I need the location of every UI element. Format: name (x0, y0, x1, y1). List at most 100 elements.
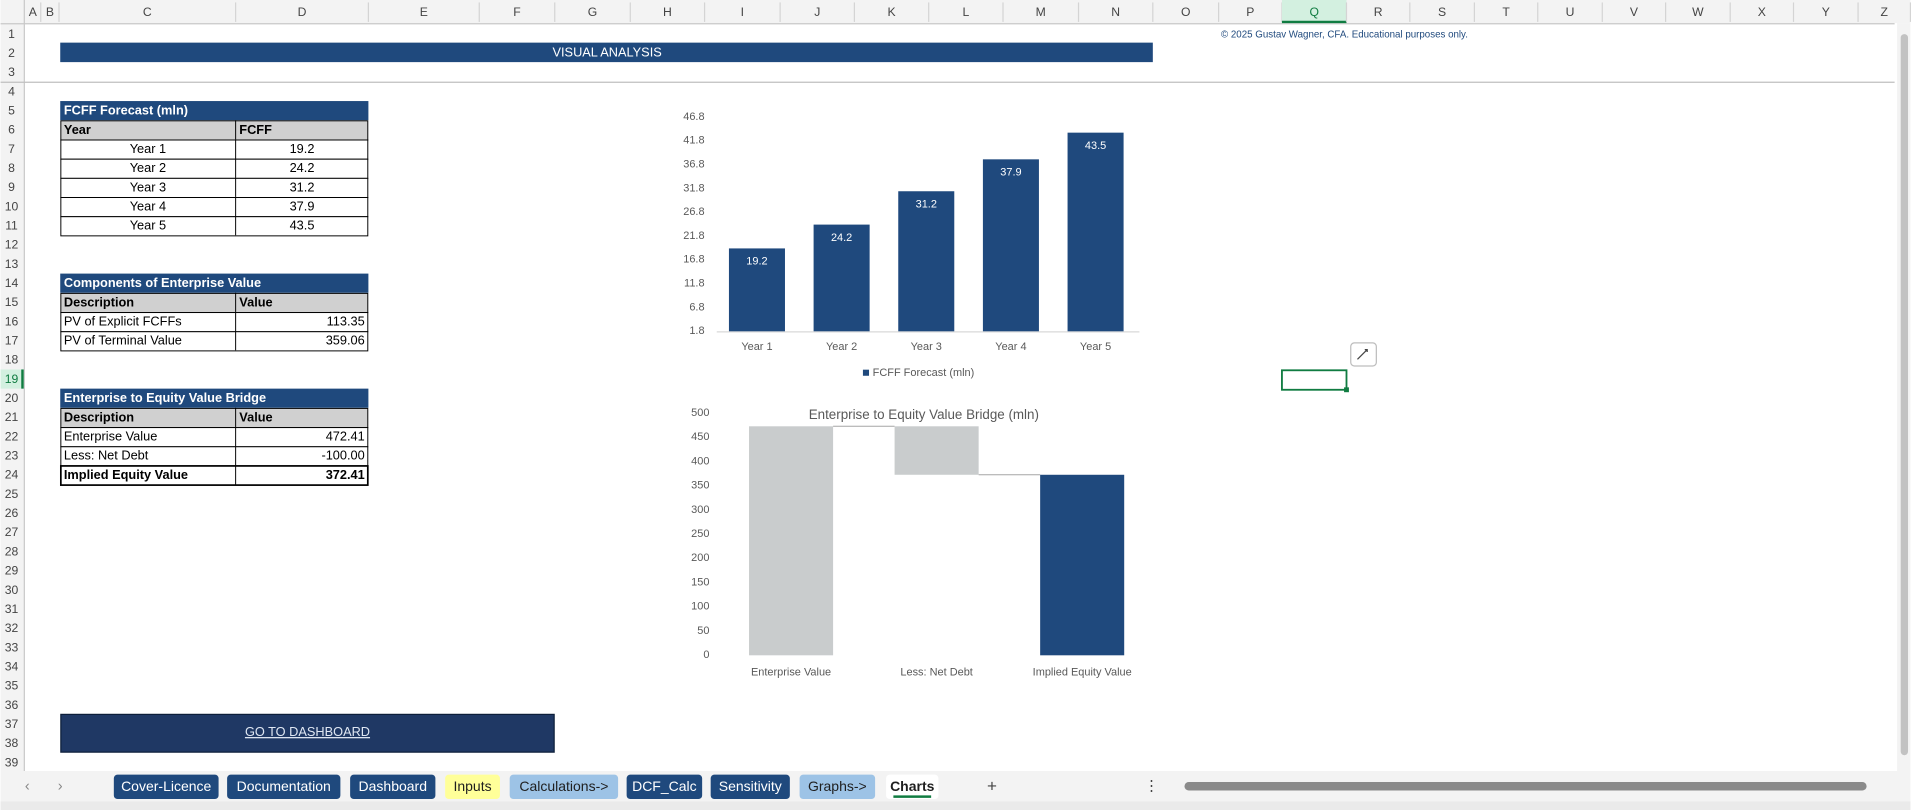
table-row (60, 216, 369, 237)
sheet-tab-label[interactable]: Calculations-> (519, 778, 608, 794)
button-body[interactable] (60, 713, 555, 753)
column-header: H (663, 5, 672, 19)
y-tick-label: 16.8 (683, 254, 704, 266)
row-header: 14 (5, 276, 19, 290)
row-header: 26 (5, 506, 19, 520)
x-tick-label: Year 5 (1080, 341, 1111, 353)
sheet-tab-background[interactable] (113, 774, 219, 800)
button-label[interactable]: GO TO DASHBOARD (245, 724, 370, 739)
more-options[interactable]: ⋮ (1144, 779, 1159, 795)
sheet-tab-background[interactable] (886, 774, 939, 800)
scroll-tabs-right[interactable]: › (58, 779, 63, 795)
sheet-tab-label[interactable]: Dashboard (359, 778, 427, 794)
sheet-tab-background[interactable] (509, 774, 619, 800)
sheet-tab-background[interactable] (445, 774, 500, 800)
sheet-tab-label[interactable]: Documentation (237, 778, 331, 794)
sheet-tab[interactable]: Charts (886, 774, 939, 800)
sheet-tab-label[interactable]: Sensitivity (719, 778, 782, 794)
selected-cell[interactable] (1281, 369, 1348, 391)
chart-title: Enterprise to Equity Value Bridge (mln) (809, 407, 1039, 422)
scroll-tabs-left[interactable]: ‹ (25, 779, 30, 795)
table-title: Components of Enterprise Value (64, 275, 261, 290)
sheet-tab-label[interactable]: Charts (890, 778, 935, 794)
waterfall-bar (1040, 474, 1125, 656)
sheet-tab[interactable]: Dashboard (350, 774, 436, 800)
sheet-tab-label[interactable]: Cover-Licence (121, 778, 211, 794)
table-row (60, 331, 369, 352)
row-header: 39 (5, 755, 19, 769)
sheet-tab-label[interactable]: Inputs (453, 778, 491, 794)
table-header-cell: FCFF (239, 122, 272, 137)
y-tick-label: 1.8 (689, 325, 704, 337)
sheet-tab[interactable]: Cover-Licence (113, 774, 219, 800)
sheet-tab[interactable]: Inputs (445, 774, 500, 800)
row-header: 15 (5, 295, 19, 309)
row-header: 23 (5, 449, 19, 463)
row-header: 10 (5, 199, 19, 213)
table-cell: PV of Explicit FCFFs (64, 314, 182, 329)
waterfall-bar (894, 426, 979, 475)
row-header: 36 (5, 698, 19, 712)
row-header: 6 (8, 123, 15, 137)
quick-analysis-button[interactable] (1350, 342, 1377, 367)
row-header: 20 (5, 391, 19, 405)
data-label: 31.2 (916, 199, 937, 211)
sheet-tab[interactable]: Graphs-> (799, 774, 876, 800)
go-to-dashboard-button[interactable]: GO TO DASHBOARD (60, 713, 555, 753)
column-header: Q (1309, 5, 1318, 19)
horizontal-scroll-thumb[interactable] (1184, 781, 1867, 791)
table-cell: 37.9 (290, 198, 315, 213)
sheet-tab[interactable]: DCF_Calc (626, 774, 703, 800)
column-header: N (1111, 5, 1120, 19)
y-tick-label: 36.8 (683, 158, 704, 170)
y-tick-label: 100 (691, 601, 709, 613)
y-tick-label: 31.8 (683, 182, 704, 194)
table-cell: Enterprise Value (64, 429, 157, 444)
sheet-tab-background[interactable] (799, 774, 876, 800)
sheet-tab-background[interactable] (350, 774, 436, 800)
table-cell: 19.2 (290, 141, 315, 156)
row-header: 11 (5, 218, 18, 232)
sheet-tab[interactable]: Documentation (227, 774, 341, 800)
column-header: Y (1822, 5, 1830, 19)
bar (898, 191, 955, 332)
row-header: 12 (5, 238, 19, 252)
sheet-tab-background[interactable] (626, 774, 703, 800)
sheet-tab-label[interactable]: DCF_Calc (632, 778, 697, 794)
table-cell: 359.06 (326, 333, 365, 348)
fill-handle[interactable] (1344, 387, 1349, 393)
column-header: B (46, 5, 54, 19)
y-tick-label: 6.8 (689, 301, 704, 313)
sheet-tab-background[interactable] (227, 774, 341, 800)
table-cell: PV of Terminal Value (64, 333, 182, 348)
column-header: V (1630, 5, 1639, 19)
sheet-tab[interactable]: Calculations-> (509, 774, 619, 800)
row-header: 35 (5, 679, 19, 693)
column-header: D (298, 5, 307, 19)
sheet-tab-label[interactable]: Graphs-> (808, 778, 867, 794)
column-header: M (1036, 5, 1046, 19)
x-tick-label: Year 3 (911, 341, 942, 353)
banner-title: VISUAL ANALYSIS (552, 44, 661, 59)
bar (1067, 132, 1124, 332)
data-label: 37.9 (1000, 167, 1021, 179)
column-header: E (420, 5, 428, 19)
y-tick-label: 50 (697, 625, 709, 637)
sheet-tab[interactable]: Sensitivity (710, 774, 790, 800)
legend-swatch (862, 369, 870, 376)
row-header: 16 (5, 314, 19, 328)
row-header: 21 (5, 410, 19, 424)
table-cell: Year 3 (130, 179, 166, 194)
row-header: 18 (5, 353, 19, 367)
column-header: U (1566, 5, 1575, 19)
row-header: 19 (5, 372, 19, 386)
table-cell: Implied Equity Value (64, 467, 188, 482)
row-header: 27 (5, 525, 19, 539)
row-header: 13 (5, 257, 19, 271)
table-cell: Year 4 (130, 198, 166, 213)
sheet-tab-background[interactable] (710, 774, 790, 800)
vertical-scroll-thumb[interactable] (1900, 34, 1909, 756)
add-sheet[interactable]: + (987, 776, 997, 795)
column-header: J (814, 5, 820, 19)
